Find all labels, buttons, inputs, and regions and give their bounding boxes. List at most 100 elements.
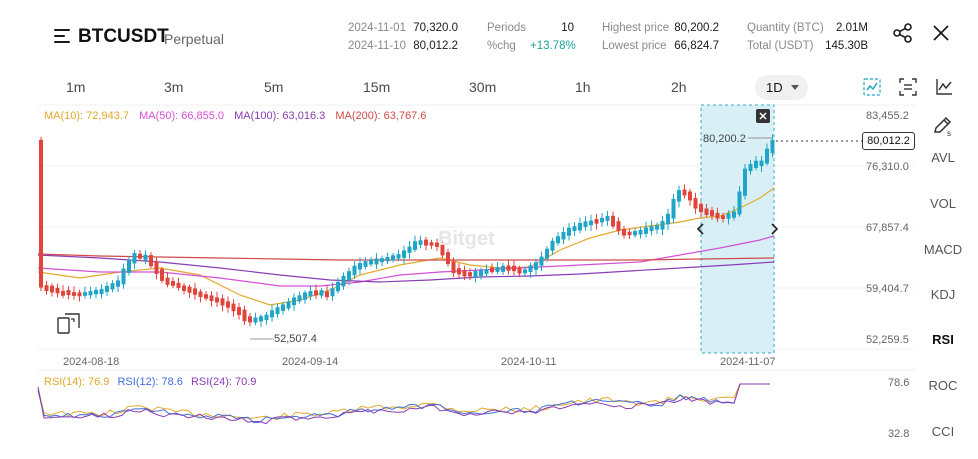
timeframe-1h[interactable]: 1h: [575, 79, 591, 95]
candle-body: [237, 307, 241, 315]
indicator-vol[interactable]: VOL: [929, 196, 956, 211]
candle-body: [589, 220, 593, 226]
candle-body: [61, 290, 65, 296]
pencil-icon[interactable]: s: [932, 115, 954, 137]
candle-body: [732, 211, 736, 218]
candle-body: [391, 255, 395, 261]
indicator-cci[interactable]: CCI: [931, 424, 955, 439]
candle-body: [633, 231, 637, 236]
ma200-label: MA(200): 63,767.6: [335, 110, 427, 122]
candle-body: [105, 285, 109, 292]
line-chart-icon[interactable]: [935, 78, 953, 96]
timeframe-30m[interactable]: 30m: [469, 79, 497, 95]
candle-body: [94, 289, 98, 295]
quantity-value: 2.01M: [836, 22, 868, 34]
timeframe-15m[interactable]: 15m: [363, 79, 391, 95]
candle-body: [39, 139, 43, 288]
candle-body: [160, 268, 164, 281]
candle-body: [473, 270, 478, 278]
candle-body: [622, 228, 626, 236]
candle-body: [143, 254, 148, 261]
indicator-macd[interactable]: MACD: [923, 242, 963, 257]
candle-body: [215, 297, 219, 303]
candle-body: [704, 208, 709, 215]
rsi-lines: [37, 383, 770, 425]
ma10-line: [37, 187, 775, 306]
candle-body: [347, 271, 351, 280]
candle-body: [748, 164, 753, 172]
candle-body: [556, 236, 560, 244]
candle-body: [204, 294, 208, 299]
candle-body: [314, 290, 318, 296]
candle-body: [171, 281, 175, 286]
candle-body: [209, 295, 214, 301]
price-axis-label: 59,404.7: [866, 283, 909, 295]
candle-body: [512, 265, 516, 272]
chevron-left-icon[interactable]: [694, 221, 708, 237]
menu-icon[interactable]: [54, 29, 70, 43]
timeframe-1m[interactable]: 1m: [66, 79, 86, 95]
periods-label: Periods: [487, 22, 526, 34]
candle-body: [721, 215, 725, 219]
candle-body: [138, 253, 142, 259]
close-icon[interactable]: [932, 24, 950, 42]
candle-body: [600, 217, 604, 223]
candle-body: [127, 260, 131, 273]
chevron-down-icon: [791, 85, 799, 90]
candle-body: [231, 303, 236, 312]
candle-body: [402, 250, 406, 258]
share-icon[interactable]: [892, 22, 914, 44]
high-marker-label: 80,200.2: [703, 133, 746, 145]
indicator-kdj[interactable]: KDJ: [930, 287, 956, 302]
candle-body: [534, 262, 538, 270]
chart-grid: [38, 104, 915, 350]
close-selection-icon[interactable]: [756, 109, 770, 123]
chevron-right-icon[interactable]: [767, 221, 781, 237]
candle-body: [523, 269, 527, 274]
indicator-chart-icon[interactable]: [863, 78, 881, 96]
candle-body: [83, 292, 87, 296]
fullscreen-icon[interactable]: [57, 313, 81, 335]
active-timeframe: 1D: [766, 80, 783, 95]
price-axis-label: 83,455.2: [866, 110, 909, 122]
rsi24-label: RSI(24): 70.9: [190, 376, 257, 388]
candle-body: [286, 301, 291, 309]
candle-body: [292, 297, 296, 306]
candle-body: [418, 240, 423, 245]
candlestick-chart[interactable]: [0, 100, 978, 459]
candle-body: [671, 198, 676, 219]
rsi-line: [37, 383, 770, 424]
candle-body: [336, 281, 340, 292]
timeframe-2h[interactable]: 2h: [671, 79, 687, 95]
candle-body: [726, 213, 731, 219]
timeframe-5m[interactable]: 5m: [264, 79, 284, 95]
indicator-avl[interactable]: AVL: [931, 150, 955, 165]
candle-body: [242, 309, 247, 322]
candle-body: [462, 270, 467, 277]
candle-body: [479, 269, 483, 277]
moving-average-lines: [37, 187, 775, 306]
indicator-rsi[interactable]: RSI: [932, 332, 954, 347]
total-label: Total (USDT): [747, 40, 814, 52]
candle-body: [253, 317, 258, 323]
candle-body: [424, 239, 428, 246]
candle-body: [154, 261, 159, 274]
low-marker-label: 52,507.4: [274, 333, 317, 345]
ma50-label: MA(50): 66,855.0: [139, 110, 225, 122]
candle-body: [187, 286, 192, 293]
indicator-roc[interactable]: ROC: [928, 378, 958, 393]
candle-body: [440, 243, 445, 256]
candle-body: [501, 265, 505, 272]
timeframe-selector[interactable]: 1D: [755, 75, 808, 100]
highest-price-value: 80,200.2: [674, 22, 719, 34]
candle-body: [484, 269, 489, 274]
price-axis-label: 52,259.5: [866, 334, 909, 346]
svg-text:s: s: [947, 129, 951, 137]
date-axis-label: 2024-11-07: [720, 356, 776, 368]
date-axis-label: 2024-10-11: [501, 356, 557, 368]
timeframe-3m[interactable]: 3m: [164, 79, 184, 95]
candle-body: [737, 191, 742, 215]
quantity-label: Quantity (BTC): [747, 22, 824, 34]
scan-icon[interactable]: [899, 78, 917, 96]
symbol-title[interactable]: BTCUSDT: [78, 26, 169, 47]
